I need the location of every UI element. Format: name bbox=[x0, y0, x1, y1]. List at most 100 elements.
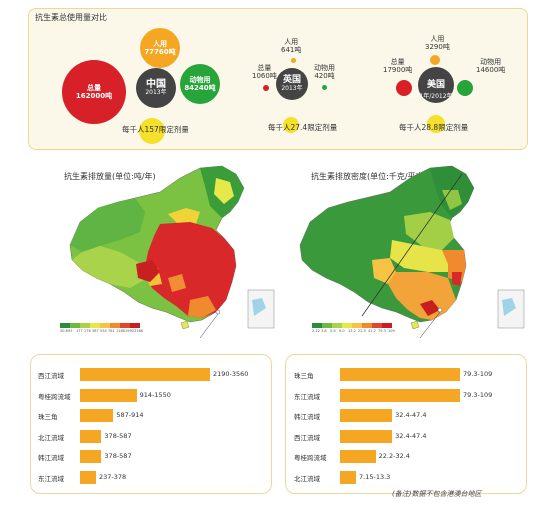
us-total-text: 总量 17900吨 bbox=[383, 58, 412, 74]
uk-per-capita-text: 每千人27.4限定剂量 bbox=[268, 123, 338, 132]
left-legend-swatch-3 bbox=[80, 323, 90, 328]
right-map-hainan bbox=[410, 320, 420, 330]
bar bbox=[340, 409, 393, 422]
us-per-capita-text: 每千人28.8限定剂量 bbox=[399, 123, 469, 132]
uk-animal-dot bbox=[322, 85, 327, 90]
uk-animal-label: 动物用 bbox=[314, 64, 335, 72]
china-year: 2013年 bbox=[145, 89, 167, 97]
china-total-bubble: 总量 162000吨 bbox=[62, 60, 126, 124]
bar-category-label: 粤桂跨流域 bbox=[38, 392, 71, 401]
bar bbox=[340, 388, 460, 402]
china-center-bubble: 中国 2013年 bbox=[136, 68, 176, 108]
left-map-central-orange1 bbox=[188, 296, 216, 318]
left-map-pointer-line bbox=[199, 313, 219, 339]
left-map-inner-mongolia-yellow bbox=[168, 208, 200, 226]
uk-year: 2013年 bbox=[281, 84, 303, 92]
us-animal-text: 动物用 14600吨 bbox=[476, 58, 505, 74]
left-map-hainan bbox=[180, 320, 190, 330]
left-legend-swatch-5 bbox=[100, 323, 110, 328]
bar-category-label: 西江流域 bbox=[294, 433, 320, 442]
uk-human-text: 人用 641吨 bbox=[281, 38, 301, 54]
bar-value-label: 32.4-47.4 bbox=[395, 411, 427, 419]
right-legend-tick: 3.8 bbox=[321, 329, 327, 333]
right-map-central-yellow bbox=[390, 240, 452, 272]
bar-value-label: 7.15-13.3 bbox=[359, 472, 391, 481]
uk-total-dot bbox=[263, 85, 269, 91]
us-human-label: 人用 bbox=[430, 35, 445, 43]
left-legend-tick: 1168 bbox=[116, 329, 125, 333]
bar-value-label: 79.3-109 bbox=[463, 390, 493, 399]
left-legend-swatch-8 bbox=[130, 323, 140, 328]
right-map-north-china bbox=[404, 212, 454, 250]
left-legend-tick: 3168 bbox=[134, 329, 143, 333]
bar bbox=[340, 450, 376, 463]
right-legend-swatch-5 bbox=[352, 323, 362, 328]
us-total-label: 总量 bbox=[390, 58, 405, 66]
bar-value-label: 22.2-32.4 bbox=[378, 452, 410, 460]
bar bbox=[340, 368, 460, 381]
right-map-pointer-line bbox=[419, 311, 441, 339]
china-total-label: 总量 bbox=[87, 83, 101, 92]
bar-value-label: 79.3-109 bbox=[463, 370, 493, 378]
uk-human-label: 人用 bbox=[284, 38, 299, 46]
uk-center-name: 英国 bbox=[282, 75, 301, 86]
right-legend-swatch-6 bbox=[362, 323, 372, 328]
us-total-value: 17900吨 bbox=[383, 66, 413, 75]
bar-category-label: 北江流域 bbox=[294, 474, 320, 483]
uk-animal-value: 420吨 bbox=[314, 72, 335, 81]
uk-center-bubble: 英国 2013年 bbox=[276, 68, 308, 100]
left-legend-tick: 93 bbox=[68, 329, 73, 333]
bar-value-label: 2190-3560 bbox=[213, 370, 249, 378]
right-map-inset-sea bbox=[502, 298, 516, 316]
uk-human-value: 641吨 bbox=[281, 46, 302, 55]
left-emission-map bbox=[69, 165, 275, 339]
bar-value-label: 32.4-47.4 bbox=[395, 431, 427, 440]
comparison-title: 抗生素总使用量对比 bbox=[35, 13, 107, 22]
bar bbox=[340, 429, 393, 443]
left-map-xinjiang bbox=[70, 198, 145, 252]
right-legend-swatch-2 bbox=[322, 323, 332, 328]
us-total-dot bbox=[396, 80, 412, 96]
left-map-northeast-yellow bbox=[214, 178, 234, 204]
bar-category-label: 韩江流域 bbox=[294, 413, 320, 421]
left-legend-swatch-4 bbox=[90, 323, 100, 328]
bar-value-label: 237-378 bbox=[99, 472, 127, 481]
bar-category-label: 东江流域 bbox=[294, 392, 320, 401]
us-per-capita-dot bbox=[427, 115, 445, 133]
left-map-sichuan bbox=[136, 260, 160, 282]
right-legend-swatch-8 bbox=[382, 323, 392, 328]
right-legend-tick: 9.0 bbox=[339, 329, 345, 333]
bar-value-label: 378-587 bbox=[104, 431, 132, 440]
left-legend-tick: 50.6 bbox=[60, 329, 68, 333]
right-legend-tick: 22.5 bbox=[358, 329, 366, 333]
left-legend-swatch-6 bbox=[110, 323, 120, 328]
china-per-capita-dot bbox=[139, 118, 165, 144]
bar-category-label: 北江流域 bbox=[38, 433, 64, 442]
left-legend-tick: 387 bbox=[92, 329, 99, 333]
us-animal-value: 14600吨 bbox=[476, 66, 506, 75]
us-animal-label: 动物用 bbox=[480, 58, 502, 66]
china-total-value: 162000吨 bbox=[75, 92, 113, 100]
left-map-hk-marker bbox=[215, 309, 221, 315]
us-animal-dot bbox=[457, 80, 473, 96]
us-human-dot bbox=[430, 55, 440, 65]
china-human-value: 77760吨 bbox=[144, 48, 176, 56]
right-legend-tick: 109 bbox=[388, 329, 395, 333]
left-legend-tick: 761 bbox=[108, 329, 115, 333]
bar-category-label: 珠三角 bbox=[294, 372, 314, 380]
right-legend-tick: 41.2 bbox=[368, 329, 376, 333]
bar bbox=[80, 368, 210, 381]
bar-value-label: 587-914 bbox=[116, 411, 144, 419]
left-legend-swatch-2 bbox=[70, 323, 80, 328]
left-legend-swatch-7 bbox=[120, 323, 130, 328]
right-map-south-orange bbox=[388, 272, 456, 320]
us-center-bubble: 美国 bbox=[418, 67, 454, 103]
bar bbox=[80, 450, 102, 463]
uk-total-value: 1060吨 bbox=[252, 72, 277, 81]
china-human-label: 人用 bbox=[153, 39, 167, 48]
bar-category-label: 东江流域 bbox=[38, 474, 64, 483]
right-legend-tick: 2.22 bbox=[312, 329, 320, 333]
right-legend-tick: 79.3 bbox=[378, 329, 386, 333]
right-map-hu-line bbox=[361, 173, 463, 317]
left-legend-tick: 177 bbox=[76, 329, 83, 333]
